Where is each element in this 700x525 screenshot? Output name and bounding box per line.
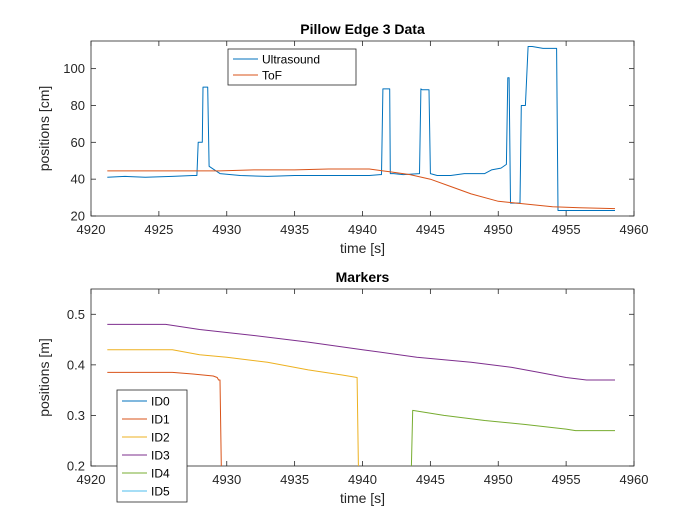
x-tick-label: 4920 (77, 222, 106, 237)
series-line-ultrasound (107, 46, 615, 211)
y-tick-label: 0.2 (67, 459, 85, 474)
legend: Ultrasound ToF (227, 48, 357, 86)
y-tick-label: 40 (71, 172, 85, 187)
legend-label-id5: ID5 (151, 485, 170, 499)
legend-label-id4: ID4 (151, 467, 170, 481)
x-tick-label: 4950 (484, 222, 513, 237)
x-tick-label: 4945 (416, 472, 445, 487)
y-tick-label: 80 (71, 98, 85, 113)
y-tick-label: 100 (63, 61, 85, 76)
y-tick-label: 0.4 (67, 357, 85, 372)
chart-1: 4920 4925 4930 4935 4940 4945 4950 4955 4960 20 40… (36, 21, 648, 256)
legend-label-id2: ID2 (151, 431, 170, 445)
x-tick-label: 4960 (620, 472, 649, 487)
y-tick-label: 60 (71, 135, 85, 150)
x-tick-label: 4960 (620, 222, 649, 237)
x-tick-label: 4935 (280, 472, 309, 487)
x-tick-label: 4930 (212, 222, 241, 237)
series-line-id1 (107, 371, 222, 466)
x-tick-label: 4925 (144, 222, 173, 237)
legend-box (227, 48, 357, 86)
legend-label-tof: ToF (262, 69, 282, 83)
plot-area (90, 40, 635, 217)
legend-label-id1: ID1 (151, 413, 170, 427)
x-tick-label: 4940 (348, 222, 377, 237)
x-axis-label: time [s] (340, 240, 385, 256)
y-tick-label: 0.5 (67, 307, 85, 322)
x-tick-label: 4930 (212, 472, 241, 487)
x-tick-label: 4955 (552, 222, 581, 237)
y-axis-label: positions [m] (36, 338, 52, 417)
y-axis-label: positions [cm] (36, 86, 52, 172)
y-tick-label: 0.3 (67, 408, 85, 423)
series-lines (107, 323, 615, 466)
x-tick-label: 4935 (280, 222, 309, 237)
legend-label-id3: ID3 (151, 449, 170, 463)
series-line-id2 (107, 349, 359, 466)
x-axis-label: time [s] (340, 490, 385, 506)
legend: ID0 ID1 ID2 ID3 ID4 ID5 (116, 389, 188, 503)
legend-box (116, 389, 188, 503)
series-line-id3 (107, 323, 615, 381)
legend-label-id0: ID0 (151, 395, 170, 409)
x-tick-label: 4950 (484, 472, 513, 487)
x-tick-label: 4955 (552, 472, 581, 487)
series-lines (107, 46, 616, 211)
chart-2: 4920492549304935494049454950495549600.20… (36, 269, 648, 506)
x-tick-label: 4945 (416, 222, 445, 237)
x-tick-label: 4920 (77, 472, 106, 487)
legend-label-ultrasound: Ultrasound (262, 53, 320, 67)
chart-title: Markers (336, 269, 390, 285)
chart-title: Pillow Edge 3 Data (300, 21, 425, 37)
y-tick-label: 20 (71, 209, 85, 224)
x-tick-label: 4940 (348, 472, 377, 487)
series-line-tof (107, 168, 616, 210)
series-line-id4 (410, 409, 615, 466)
